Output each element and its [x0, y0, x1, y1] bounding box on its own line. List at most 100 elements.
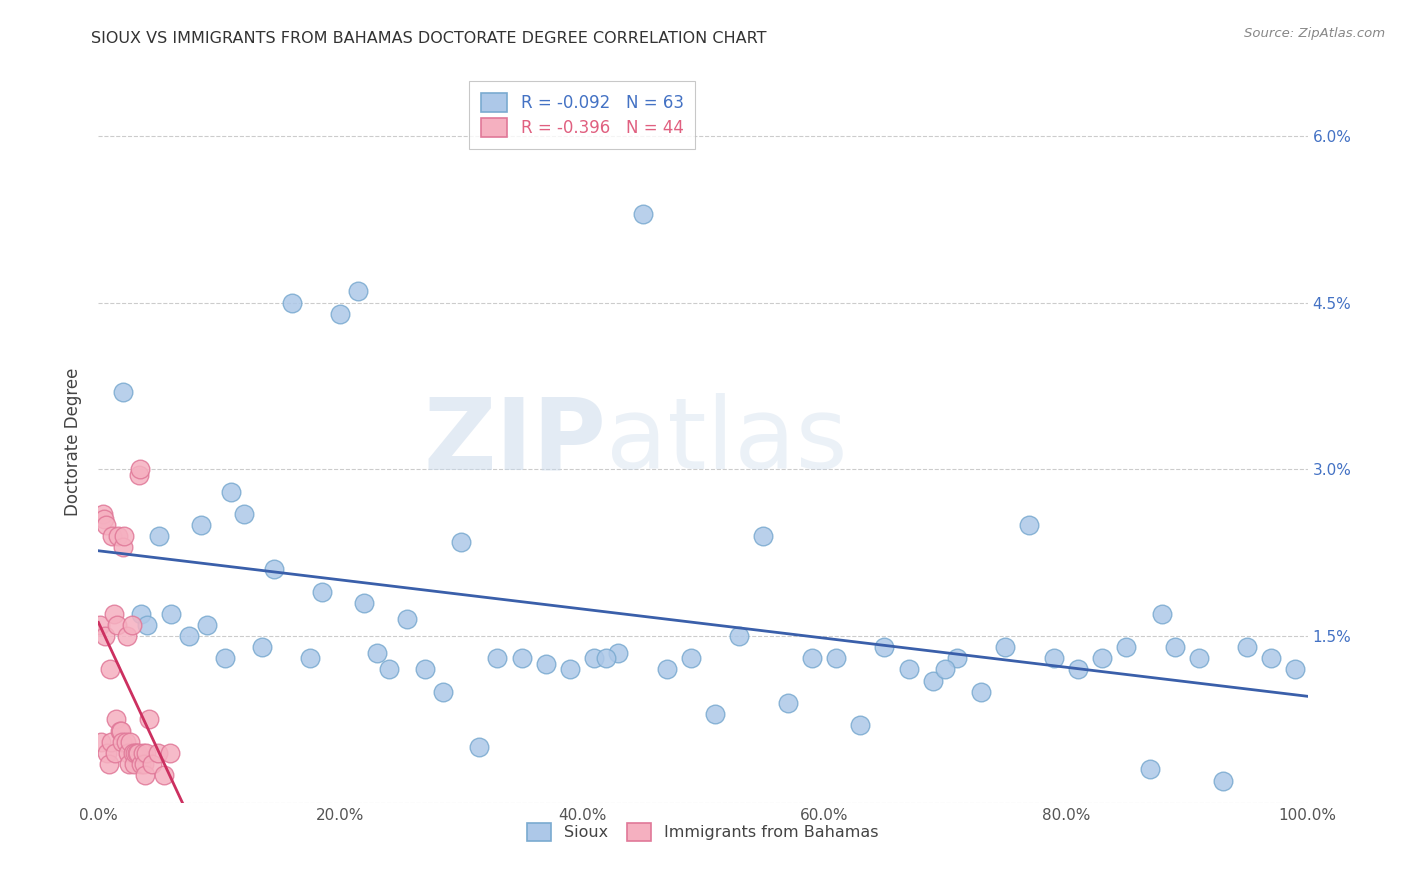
Point — [776, 696, 799, 710]
Point — [128, 467, 150, 482]
Point — [1091, 651, 1114, 665]
Point — [127, 746, 149, 760]
Point — [1284, 662, 1306, 676]
Point — [510, 651, 533, 665]
Point — [655, 662, 678, 676]
Point — [112, 540, 135, 554]
Point — [413, 662, 436, 676]
Point — [595, 651, 617, 665]
Point — [108, 723, 131, 738]
Point — [1212, 773, 1234, 788]
Point — [129, 462, 152, 476]
Point — [107, 529, 129, 543]
Point — [1188, 651, 1211, 665]
Point — [994, 640, 1017, 655]
Point — [347, 285, 370, 299]
Point — [134, 768, 156, 782]
Point — [115, 629, 138, 643]
Point — [263, 562, 285, 576]
Point — [558, 662, 581, 676]
Point — [122, 746, 145, 760]
Point — [849, 718, 872, 732]
Point — [353, 596, 375, 610]
Point — [873, 640, 896, 655]
Point — [131, 756, 153, 771]
Point — [190, 517, 212, 532]
Point — [104, 746, 127, 760]
Point — [122, 756, 145, 771]
Point — [103, 607, 125, 621]
Point — [1163, 640, 1185, 655]
Point — [299, 651, 322, 665]
Point — [728, 629, 751, 643]
Point — [121, 618, 143, 632]
Point — [120, 734, 142, 748]
Point — [897, 662, 920, 676]
Point — [148, 746, 170, 760]
Text: SIOUX VS IMMIGRANTS FROM BAHAMAS DOCTORATE DEGREE CORRELATION CHART: SIOUX VS IMMIGRANTS FROM BAHAMAS DOCTORA… — [91, 31, 766, 46]
Point — [607, 646, 630, 660]
Point — [93, 512, 115, 526]
Point — [90, 734, 112, 748]
Point — [1139, 763, 1161, 777]
Point — [141, 756, 163, 771]
Point — [432, 684, 454, 698]
Point — [138, 713, 160, 727]
Point — [195, 618, 218, 632]
Point — [148, 529, 170, 543]
Point — [366, 646, 388, 660]
Point — [111, 734, 134, 748]
Point — [704, 706, 727, 721]
Point — [160, 607, 183, 621]
Point — [450, 534, 472, 549]
Point — [329, 307, 352, 321]
Point — [129, 607, 152, 621]
Point — [96, 746, 118, 760]
Point — [132, 756, 155, 771]
Y-axis label: Doctorate Degree: Doctorate Degree — [65, 368, 83, 516]
Text: Source: ZipAtlas.com: Source: ZipAtlas.com — [1244, 27, 1385, 40]
Point — [934, 662, 956, 676]
Point — [179, 629, 201, 643]
Point — [281, 295, 304, 310]
Point — [100, 734, 122, 748]
Point — [105, 618, 128, 632]
Point — [135, 618, 157, 632]
Point — [101, 529, 124, 543]
Point — [1042, 651, 1064, 665]
Point — [221, 484, 243, 499]
Point — [112, 529, 135, 543]
Point — [946, 651, 969, 665]
Point — [96, 517, 118, 532]
Point — [395, 612, 418, 626]
Point — [232, 507, 254, 521]
Point — [89, 618, 111, 632]
Point — [118, 756, 141, 771]
Point — [153, 768, 176, 782]
Point — [97, 756, 120, 771]
Point — [104, 713, 127, 727]
Point — [583, 651, 606, 665]
Point — [825, 651, 848, 665]
Point — [114, 734, 136, 748]
Point — [752, 529, 775, 543]
Point — [110, 723, 132, 738]
Legend: Sioux, Immigrants from Bahamas: Sioux, Immigrants from Bahamas — [519, 814, 887, 849]
Text: atlas: atlas — [606, 393, 848, 490]
Point — [311, 584, 333, 599]
Point — [1018, 517, 1040, 532]
Point — [534, 657, 557, 671]
Point — [377, 662, 399, 676]
Point — [921, 673, 943, 688]
Text: ZIP: ZIP — [423, 393, 606, 490]
Point — [94, 629, 117, 643]
Point — [1115, 640, 1137, 655]
Point — [970, 684, 993, 698]
Point — [117, 746, 139, 760]
Point — [124, 746, 146, 760]
Point — [679, 651, 702, 665]
Point — [125, 746, 148, 760]
Point — [91, 507, 114, 521]
Point — [1236, 640, 1258, 655]
Point — [135, 746, 157, 760]
